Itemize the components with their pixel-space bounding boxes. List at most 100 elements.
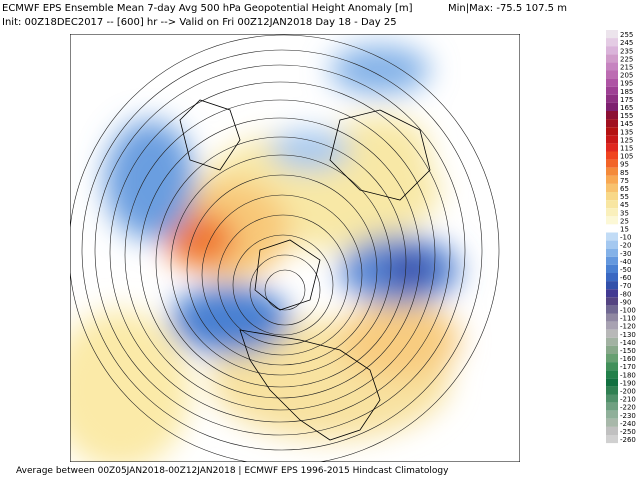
- colorbar-swatch: [606, 297, 618, 306]
- colorbar-label: -260: [620, 436, 636, 444]
- colorbar-swatch: [606, 46, 618, 55]
- colorbar-label: -230: [620, 412, 636, 420]
- colorbar-label: -220: [620, 404, 636, 412]
- colorbar-swatch: [606, 313, 618, 322]
- colorbar-swatch: [606, 305, 618, 314]
- colorbar-swatch: [606, 135, 618, 144]
- colorbar-label: 205: [620, 72, 633, 80]
- colorbar-swatch: [606, 362, 618, 371]
- colorbar-swatch: [606, 70, 618, 79]
- colorbar-swatch: [606, 159, 618, 168]
- colorbar-label: -180: [620, 371, 636, 379]
- colorbar-swatch: [606, 354, 618, 363]
- colorbar-swatch: [606, 224, 618, 233]
- colorbar-swatch: [606, 264, 618, 273]
- colorbar-label: -200: [620, 388, 636, 396]
- colorbar-label: 45: [620, 201, 629, 209]
- title: ECMWF EPS Ensemble Mean 7-day Avg 500 hP…: [2, 3, 413, 14]
- colorbar-swatch: [606, 418, 618, 427]
- colorbar-label: 95: [620, 161, 629, 169]
- colorbar-label: 135: [620, 128, 633, 136]
- colorbar-swatch: [606, 337, 618, 346]
- colorbar-label: 145: [620, 120, 633, 128]
- colorbar-swatch: [606, 216, 618, 225]
- colorbar-label: 215: [620, 64, 633, 72]
- colorbar-label: 65: [620, 185, 629, 193]
- anomaly-shading: [70, 45, 460, 462]
- colorbar-label: -50: [620, 266, 631, 274]
- colorbar-label: 85: [620, 169, 629, 177]
- colorbar-swatch: [606, 273, 618, 282]
- colorbar-swatch: [606, 94, 618, 103]
- map: [70, 34, 520, 462]
- colorbar-label: -250: [620, 428, 636, 436]
- colorbar-label: -160: [620, 355, 636, 363]
- colorbar-label: -170: [620, 363, 636, 371]
- colorbar-swatch: [606, 183, 618, 192]
- colorbar-swatch: [606, 248, 618, 257]
- colorbar-swatch: [606, 426, 618, 435]
- colorbar-label: 25: [620, 217, 629, 225]
- coastlines: [179, 99, 431, 441]
- colorbar-swatch: [606, 127, 618, 136]
- colorbar-label: 55: [620, 193, 629, 201]
- colorbar-label: -80: [620, 290, 631, 298]
- colorbar-label: -210: [620, 396, 636, 404]
- colorbar-label: 175: [620, 96, 633, 104]
- colorbar-label: 245: [620, 39, 633, 47]
- colorbar-swatch: [606, 256, 618, 265]
- colorbar-label: -20: [620, 242, 631, 250]
- colorbar-label: -60: [620, 274, 631, 282]
- colorbar-label: 105: [620, 153, 633, 161]
- colorbar-label: 115: [620, 145, 633, 153]
- footer: Average between 00Z05JAN2018-00Z12JAN201…: [16, 466, 449, 476]
- colorbar-label: -110: [620, 315, 636, 323]
- colorbar-swatch: [606, 345, 618, 354]
- colorbar-swatch: [606, 232, 618, 241]
- colorbar-label: 255: [620, 31, 633, 39]
- min-max: Min|Max: -75.5 107.5 m: [448, 3, 567, 14]
- colorbar-swatch: [606, 410, 618, 419]
- colorbar-label: -90: [620, 298, 631, 306]
- colorbar-label: -120: [620, 323, 636, 331]
- colorbar-swatch: [606, 86, 618, 95]
- colorbar-label: 235: [620, 47, 633, 55]
- colorbar-label: -190: [620, 379, 636, 387]
- colorbar-swatch: [606, 378, 618, 387]
- colorbar-label: -100: [620, 307, 636, 315]
- colorbar-label: -40: [620, 258, 631, 266]
- colorbar-swatch: [606, 119, 618, 128]
- colorbar-swatch: [606, 62, 618, 71]
- colorbar-swatch: [606, 78, 618, 87]
- colorbar-swatch: [606, 54, 618, 63]
- colorbar-swatch: [606, 192, 618, 201]
- colorbar-label: 75: [620, 177, 629, 185]
- init-line: Init: 00Z18DEC2017 -- [600] hr --> Valid…: [2, 17, 397, 28]
- colorbar-swatch: [606, 38, 618, 47]
- colorbar-label: 225: [620, 55, 633, 63]
- colorbar-label: -150: [620, 347, 636, 355]
- colorbar-swatch: [606, 30, 618, 39]
- colorbar-swatch: [606, 208, 618, 217]
- colorbar-label: 195: [620, 80, 633, 88]
- colorbar-label: -240: [620, 420, 636, 428]
- colorbar-swatch: [606, 102, 618, 111]
- colorbar-swatch: [606, 240, 618, 249]
- colorbar-swatch: [606, 386, 618, 395]
- colorbar-label: -70: [620, 282, 631, 290]
- colorbar-swatch: [606, 435, 618, 444]
- colorbar-label: -10: [620, 234, 631, 242]
- colorbar-swatch: [606, 402, 618, 411]
- colorbar-swatch: [606, 394, 618, 403]
- colorbar-label: -130: [620, 331, 636, 339]
- colorbar-label: 15: [620, 226, 629, 234]
- colorbar-label: 35: [620, 209, 629, 217]
- colorbar-label: 125: [620, 136, 633, 144]
- colorbar: 2552452352252152051951851751651551451351…: [606, 30, 636, 444]
- colorbar-label: 185: [620, 88, 633, 96]
- colorbar-swatch: [606, 167, 618, 176]
- colorbar-label: -140: [620, 339, 636, 347]
- colorbar-swatch: [606, 321, 618, 330]
- contours: [70, 34, 500, 462]
